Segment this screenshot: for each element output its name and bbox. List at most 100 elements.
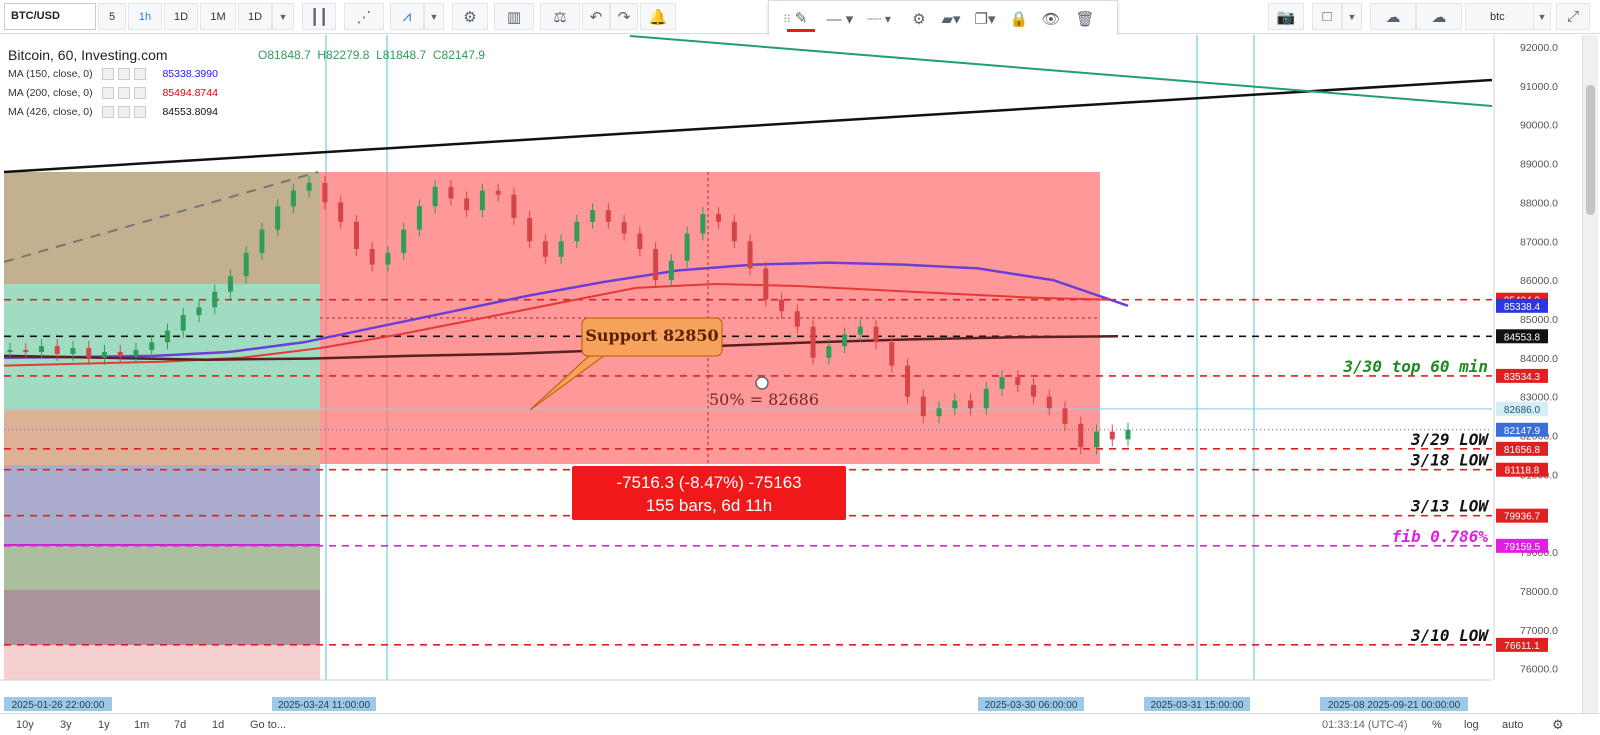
price-level-tag — [1496, 538, 1548, 553]
range-1d-button[interactable]: 1d — [212, 719, 225, 731]
visibility-button[interactable]: 👁 — [1037, 6, 1065, 32]
redo-button[interactable]: ↷ — [610, 3, 638, 30]
gear-icon[interactable]: ⚙ — [1552, 717, 1564, 732]
ma-controls-icon[interactable] — [101, 68, 154, 81]
interval-custom-button[interactable]: 1D — [238, 3, 272, 30]
candle-body — [1031, 384, 1037, 397]
interval-dropdown-button[interactable]: ▼ — [272, 3, 294, 30]
ma-controls-icon[interactable] — [101, 106, 154, 119]
candle-body — [574, 221, 580, 242]
price-chart[interactable]: 3/30 top 60 min 3/29 LOW 3/18 LOW 3/13 LOW f… — [0, 35, 1582, 713]
level-annotation: 3/29 LOW — [1410, 430, 1489, 449]
price-level-tag-text: 83534.3 — [1504, 372, 1541, 383]
price-level-tag — [1496, 368, 1548, 383]
cloud-save-button[interactable]: ☁ — [1416, 3, 1462, 30]
ma-150-legend[interactable]: MA (150, close, 0) 85338.3990 — [8, 68, 218, 81]
price-tick-label: 88000.0 — [1520, 197, 1558, 209]
layout-button[interactable]: □ — [1312, 3, 1342, 30]
price-level-tag-text: 82686.0 — [1504, 405, 1541, 416]
range-7d-button[interactable]: 7d — [174, 719, 187, 731]
ma-value: 84553.8094 — [162, 106, 218, 118]
gear-icon: ⚙ — [463, 8, 477, 26]
candle-body — [38, 346, 44, 352]
time-label-tag — [978, 697, 1084, 711]
time-label-tag — [272, 697, 376, 711]
clone-button[interactable]: ❐▾ — [969, 6, 1001, 32]
candle-body — [731, 221, 737, 242]
candle-body — [464, 198, 470, 211]
candle-body — [7, 350, 13, 353]
chart-style-button[interactable]: ⩘ — [390, 3, 424, 30]
line-width-button[interactable]: — ▾ — [823, 6, 857, 32]
interval-5-button[interactable]: 5 — [98, 3, 126, 30]
alert-button[interactable]: 🔔 — [640, 3, 676, 30]
range-3y-button[interactable]: 3y — [60, 719, 72, 731]
log-scale-button[interactable]: log — [1464, 719, 1479, 731]
drawing-settings-button[interactable]: ⚙ — [905, 6, 933, 32]
candle-body — [558, 241, 564, 257]
time-axis-background — [0, 680, 1582, 713]
candle-body — [401, 229, 407, 253]
price-tick-label: 89000.0 — [1520, 159, 1558, 171]
search-dropdown[interactable]: ▼ — [1533, 3, 1551, 30]
indicators-button[interactable]: ▥ — [494, 3, 534, 30]
fib-dashed-trend — [3, 171, 319, 263]
goto-date-button[interactable]: Go to... — [250, 719, 287, 731]
settings-button[interactable]: ⚙ — [452, 3, 488, 30]
pen-color-button[interactable]: ✎ — [787, 6, 815, 32]
candles-button[interactable]: ┃┃ — [302, 3, 336, 30]
area-chart-button[interactable]: ⋰ — [344, 3, 384, 30]
range-10y-button[interactable]: 10y — [16, 719, 34, 731]
candle-body — [306, 182, 312, 191]
price-tick-label: 77000.0 — [1520, 625, 1558, 637]
ma-controls-icon[interactable] — [101, 87, 154, 100]
candle-body — [1062, 408, 1068, 424]
compare-button[interactable]: ⚖ — [540, 3, 580, 30]
candle-body — [416, 206, 422, 230]
scrollbar-thumb[interactable] — [1586, 85, 1595, 215]
interval-1h-button[interactable]: 1h — [128, 3, 162, 30]
symbol-search-field[interactable]: btc — [1465, 3, 1537, 30]
interval-label: 1M — [210, 10, 226, 23]
price-level-tag — [1496, 441, 1548, 456]
time-label: 2025-03-24 11:00:00 — [278, 700, 371, 711]
ma-426-legend[interactable]: MA (426, close, 0) 84553.8094 — [8, 106, 218, 119]
layout-dropdown[interactable]: ▼ — [1342, 3, 1362, 30]
percent-scale-button[interactable]: % — [1432, 719, 1442, 731]
undo-button[interactable]: ↶ — [582, 3, 610, 30]
screenshot-button[interactable]: 📷 — [1268, 3, 1304, 30]
auto-scale-button[interactable]: auto — [1502, 719, 1524, 731]
interval-1m-button[interactable]: 1M — [200, 3, 236, 30]
price-level-tag-text: 81656.8 — [1504, 445, 1541, 456]
fullscreen-button[interactable]: ⤢ — [1556, 3, 1590, 30]
interval-1d-button[interactable]: 1D — [164, 3, 198, 30]
cloud-load-button[interactable]: ☁ — [1370, 3, 1416, 30]
candle-body — [999, 377, 1005, 389]
time-label-tag — [1144, 697, 1250, 711]
arrange-button[interactable]: ▰▾ — [935, 6, 967, 32]
callout-box — [581, 317, 723, 357]
level-annotation: 3/18 LOW — [1410, 451, 1489, 470]
level-annotation: 3/30 top 60 min — [1343, 357, 1489, 376]
ma-426-line — [3, 335, 1119, 361]
price-level-tag — [1496, 401, 1548, 416]
ma-value: 85338.3990 — [162, 68, 218, 80]
vertical-scrollbar[interactable] — [1582, 35, 1598, 713]
drag-handle-icon[interactable]: ⠿ — [782, 13, 792, 26]
delete-drawing-button[interactable]: 🗑 — [1071, 6, 1099, 32]
interval-label: 1D — [173, 10, 189, 23]
candle-body — [70, 348, 76, 354]
gear-icon: ⚙ — [912, 11, 926, 28]
level-annotation: 3/13 LOW — [1410, 497, 1489, 516]
line-style-button[interactable]: ┈┈ ▾ — [861, 6, 897, 32]
range-1m-button[interactable]: 1m — [134, 719, 150, 731]
price-level-tag-text: 81118.8 — [1505, 466, 1540, 477]
range-1y-button[interactable]: 1y — [98, 719, 110, 731]
chart-style-dropdown[interactable]: ▼ — [424, 3, 444, 30]
candle-body — [716, 214, 722, 222]
price-level-tag — [1496, 508, 1548, 523]
symbol-input[interactable]: BTC/USD — [4, 3, 96, 30]
interval-label: 1h — [138, 10, 152, 23]
ma-200-legend[interactable]: MA (200, close, 0) 85494.8744 — [8, 87, 218, 100]
lock-button[interactable]: 🔒 — [1005, 6, 1033, 32]
